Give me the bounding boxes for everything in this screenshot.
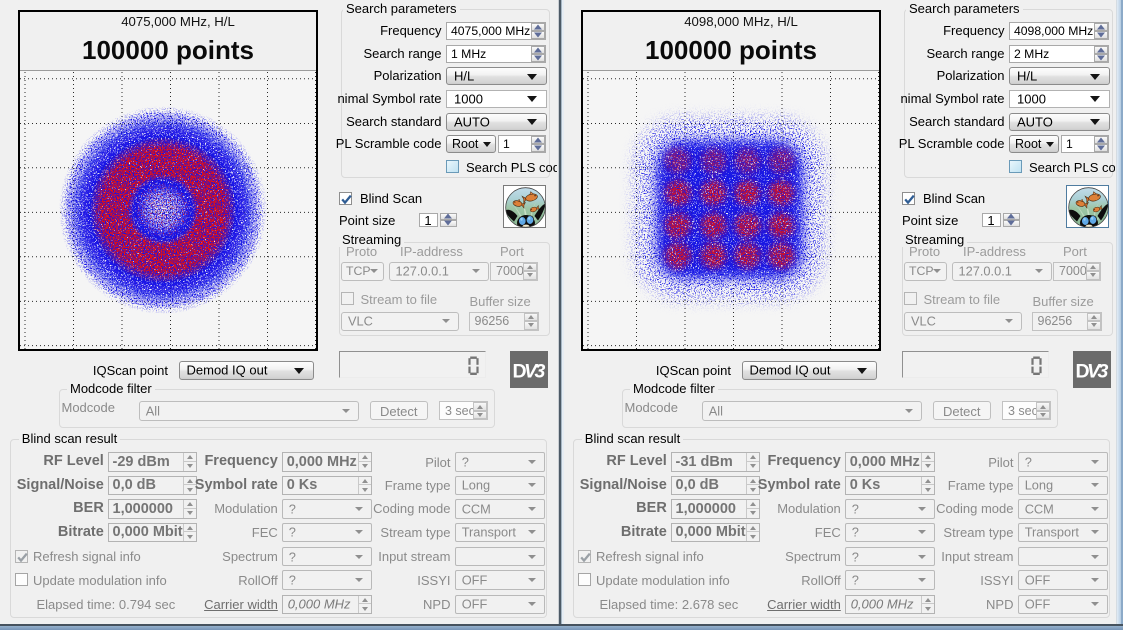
svg-text:D: D (1076, 361, 1090, 383)
svg-text:V3: V3 (1087, 361, 1109, 383)
svg-text:D: D (513, 361, 527, 383)
svg-text:V3: V3 (524, 361, 546, 383)
